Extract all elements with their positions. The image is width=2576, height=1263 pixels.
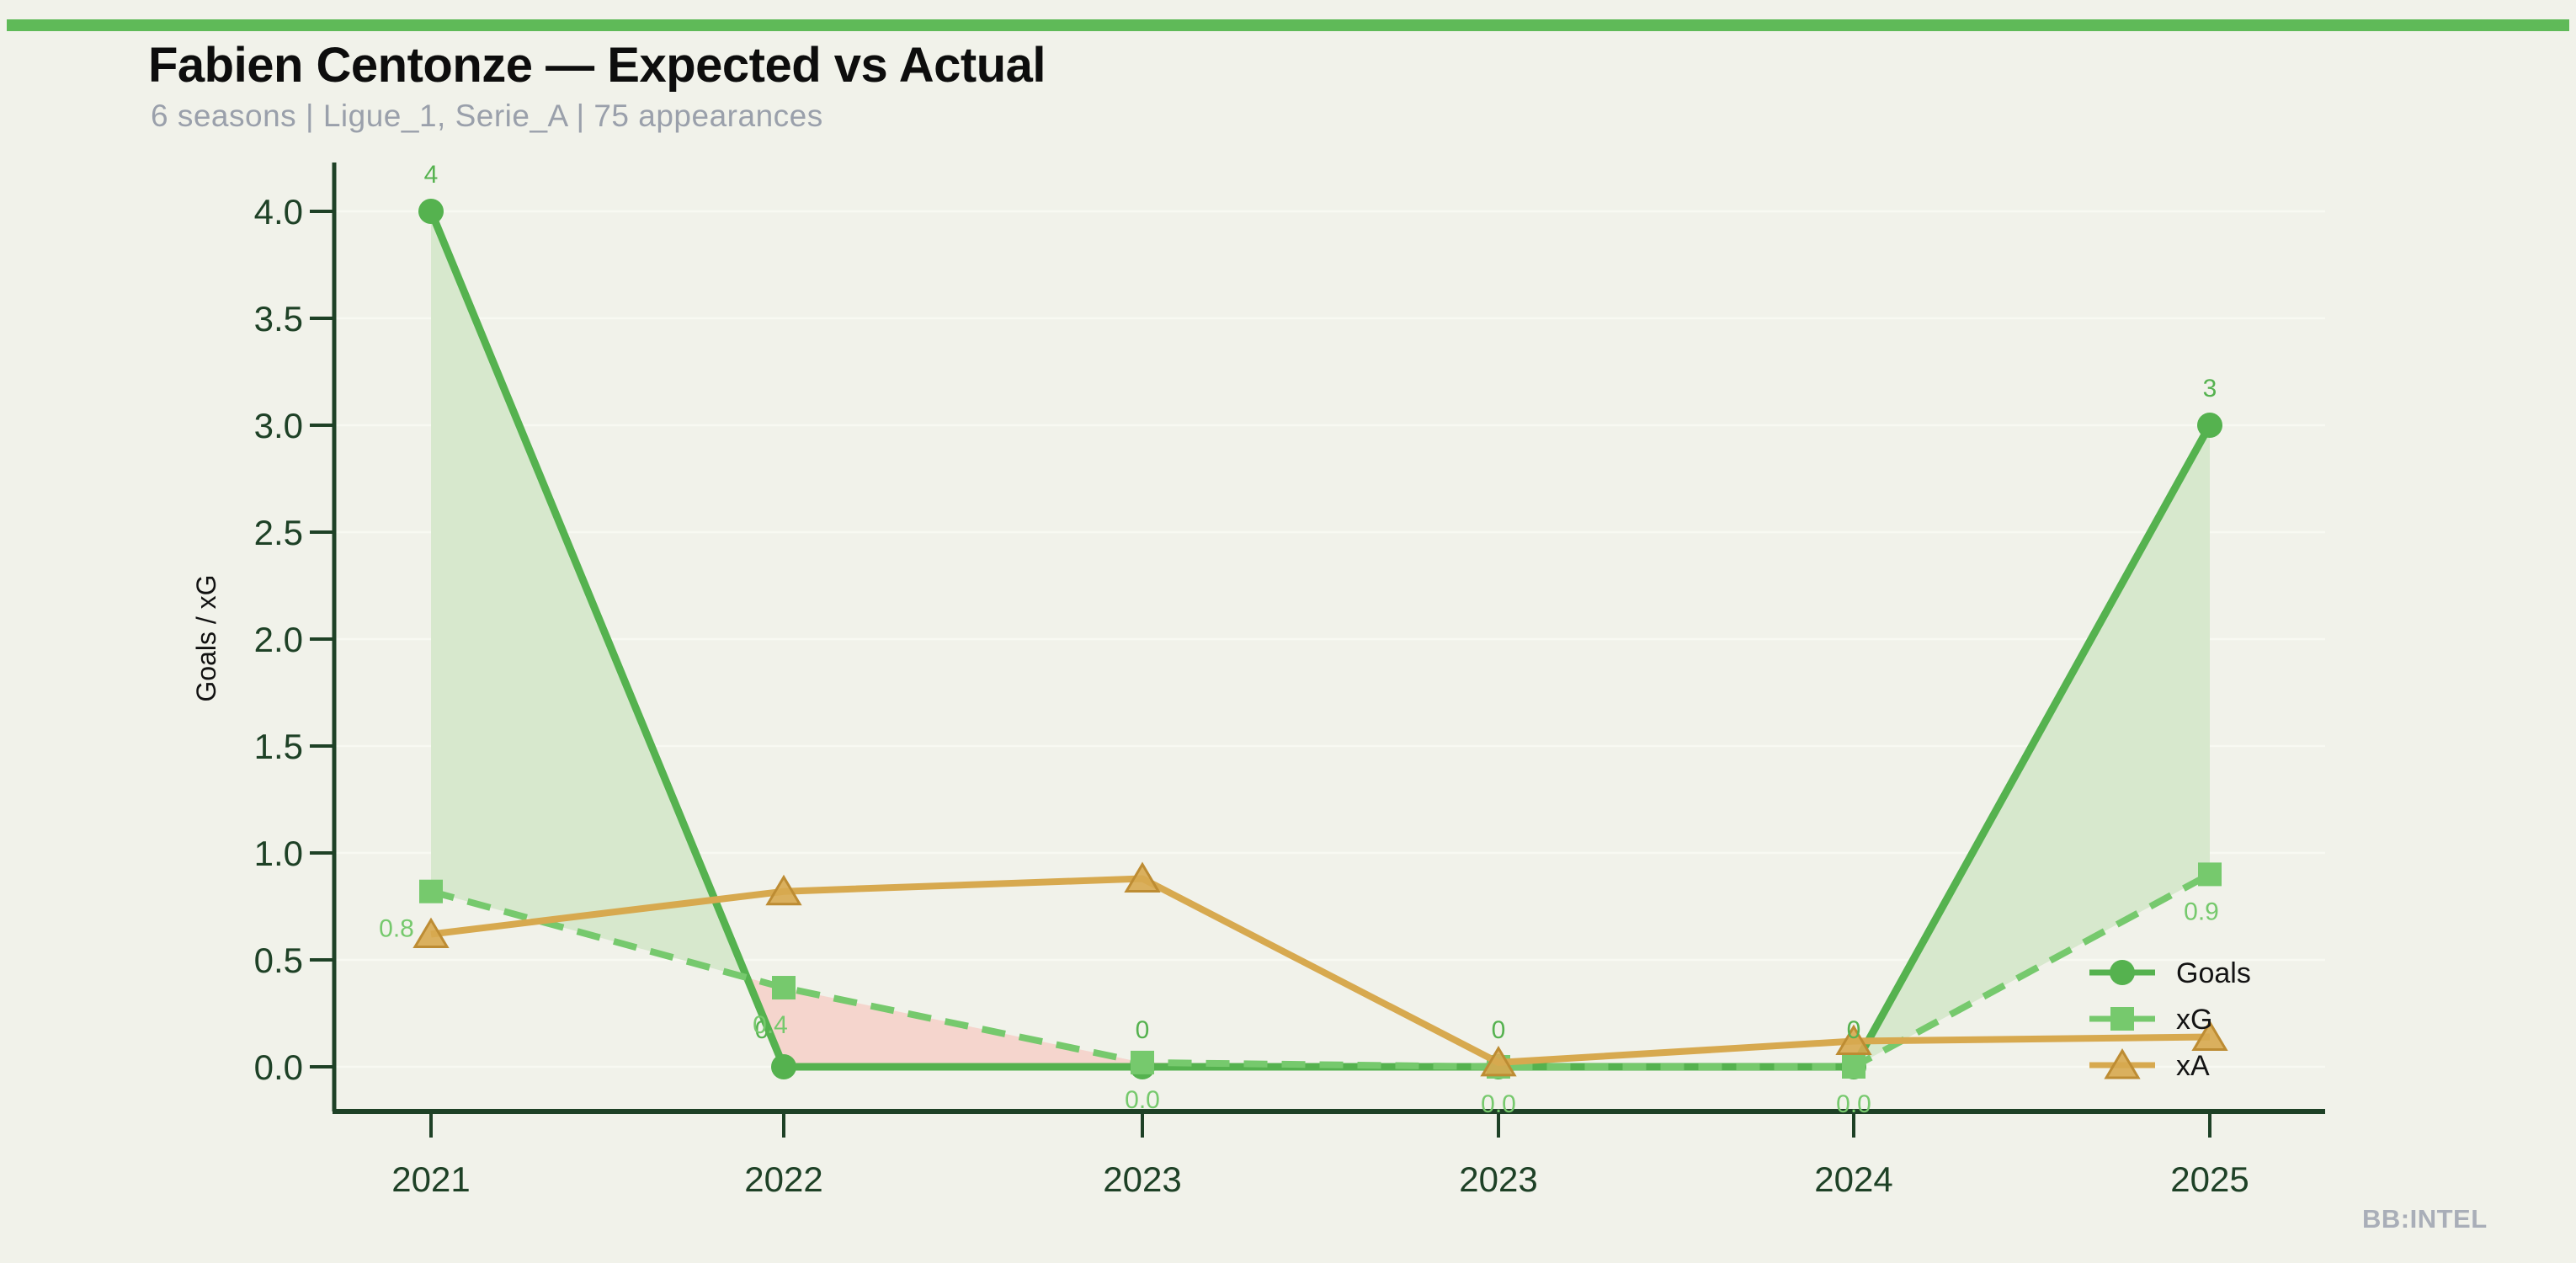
goals-point-label: 3 bbox=[2203, 375, 2217, 402]
xg-marker bbox=[2198, 862, 2222, 887]
xg-marker bbox=[1131, 1050, 1154, 1074]
xg-point-label: 0.9 bbox=[2184, 898, 2219, 925]
legend-label: xG bbox=[2176, 1004, 2212, 1036]
legend: Goals xG xA bbox=[2089, 957, 2251, 1082]
y-tick-label: 0.5 bbox=[254, 941, 303, 980]
accent-bar bbox=[7, 19, 2569, 31]
y-tick-label: 0.0 bbox=[254, 1047, 303, 1087]
xa-marker bbox=[1124, 861, 1161, 893]
xa-marker bbox=[1480, 1045, 1517, 1077]
xg-point-label: 0.4 bbox=[753, 1011, 788, 1039]
xa-marker bbox=[2104, 1048, 2141, 1079]
page-subtitle: 6 seasons | Ligue_1, Serie_A | 75 appear… bbox=[151, 99, 823, 133]
goals-point-label: 0 bbox=[1492, 1016, 1506, 1044]
x-tick-label: 2023 bbox=[1103, 1159, 1181, 1199]
y-tick-label: 3.5 bbox=[254, 299, 303, 338]
xa-marker bbox=[2191, 1020, 2228, 1051]
y-tick-label: 4.0 bbox=[254, 192, 303, 232]
axes: 0.0 0.5 1.0 1.5 2.0 2.5 3.0 3.5 4.0 2021 2022 2023 2… bbox=[191, 163, 2325, 1199]
legend-item-goals: Goals bbox=[2089, 957, 2251, 989]
xa-marker bbox=[412, 917, 450, 949]
x-tick-label: 2024 bbox=[1814, 1159, 1892, 1199]
goals-point-label: 0 bbox=[1136, 1016, 1150, 1044]
xg-line bbox=[429, 871, 2211, 1070]
xg-marker bbox=[419, 879, 443, 903]
x-tick-label: 2022 bbox=[744, 1159, 822, 1199]
watermark: BB:INTEL bbox=[2362, 1204, 2488, 1234]
x-tick-label: 2025 bbox=[2170, 1159, 2249, 1199]
xg-point-label: 0.8 bbox=[379, 915, 414, 943]
y-tick-label: 1.0 bbox=[254, 834, 303, 873]
xg-point-label: 0.0 bbox=[1125, 1086, 1160, 1114]
y-tick-label: 2.5 bbox=[254, 513, 303, 552]
xa-marker bbox=[765, 874, 802, 906]
page-title: Fabien Centonze — Expected vs Actual bbox=[148, 38, 1046, 93]
point-labels: 4 0 0 0 0 3 0.8 0.4 0.0 0.0 0.0 0.9 bbox=[379, 161, 2219, 1118]
xa-marker bbox=[1835, 1024, 1872, 1056]
y-tick-label: 2.0 bbox=[254, 620, 303, 659]
goals-marker bbox=[2110, 960, 2135, 985]
xa-series bbox=[412, 861, 2228, 1077]
legend-item-xa: xA bbox=[2089, 1048, 2210, 1082]
goals-marker bbox=[2197, 413, 2222, 438]
xg-marker bbox=[1842, 1055, 1865, 1079]
xg-point-label: 0.0 bbox=[1836, 1090, 1871, 1118]
goals-point-label: 4 bbox=[424, 161, 439, 189]
legend-label: xA bbox=[2176, 1050, 2210, 1082]
legend-item-xg: xG bbox=[2089, 1004, 2212, 1036]
goals-point-label: 0 bbox=[755, 1016, 769, 1044]
xa-line bbox=[430, 875, 2211, 1066]
goals-marker bbox=[418, 199, 444, 224]
goals-point-label: 0 bbox=[1847, 1016, 1861, 1044]
legend-label: Goals bbox=[2176, 957, 2251, 989]
y-axis-title: Goals / xG bbox=[191, 574, 221, 701]
xg-marker bbox=[772, 976, 796, 1000]
xg-marker bbox=[2110, 1007, 2134, 1031]
y-tick-label: 3.0 bbox=[254, 406, 303, 445]
y-tick-label: 1.5 bbox=[254, 727, 303, 766]
x-tick-label: 2021 bbox=[391, 1159, 470, 1199]
xg-point-label: 0.0 bbox=[1481, 1090, 1516, 1118]
x-tick-label: 2023 bbox=[1459, 1159, 1537, 1199]
goals-marker bbox=[771, 1054, 796, 1079]
